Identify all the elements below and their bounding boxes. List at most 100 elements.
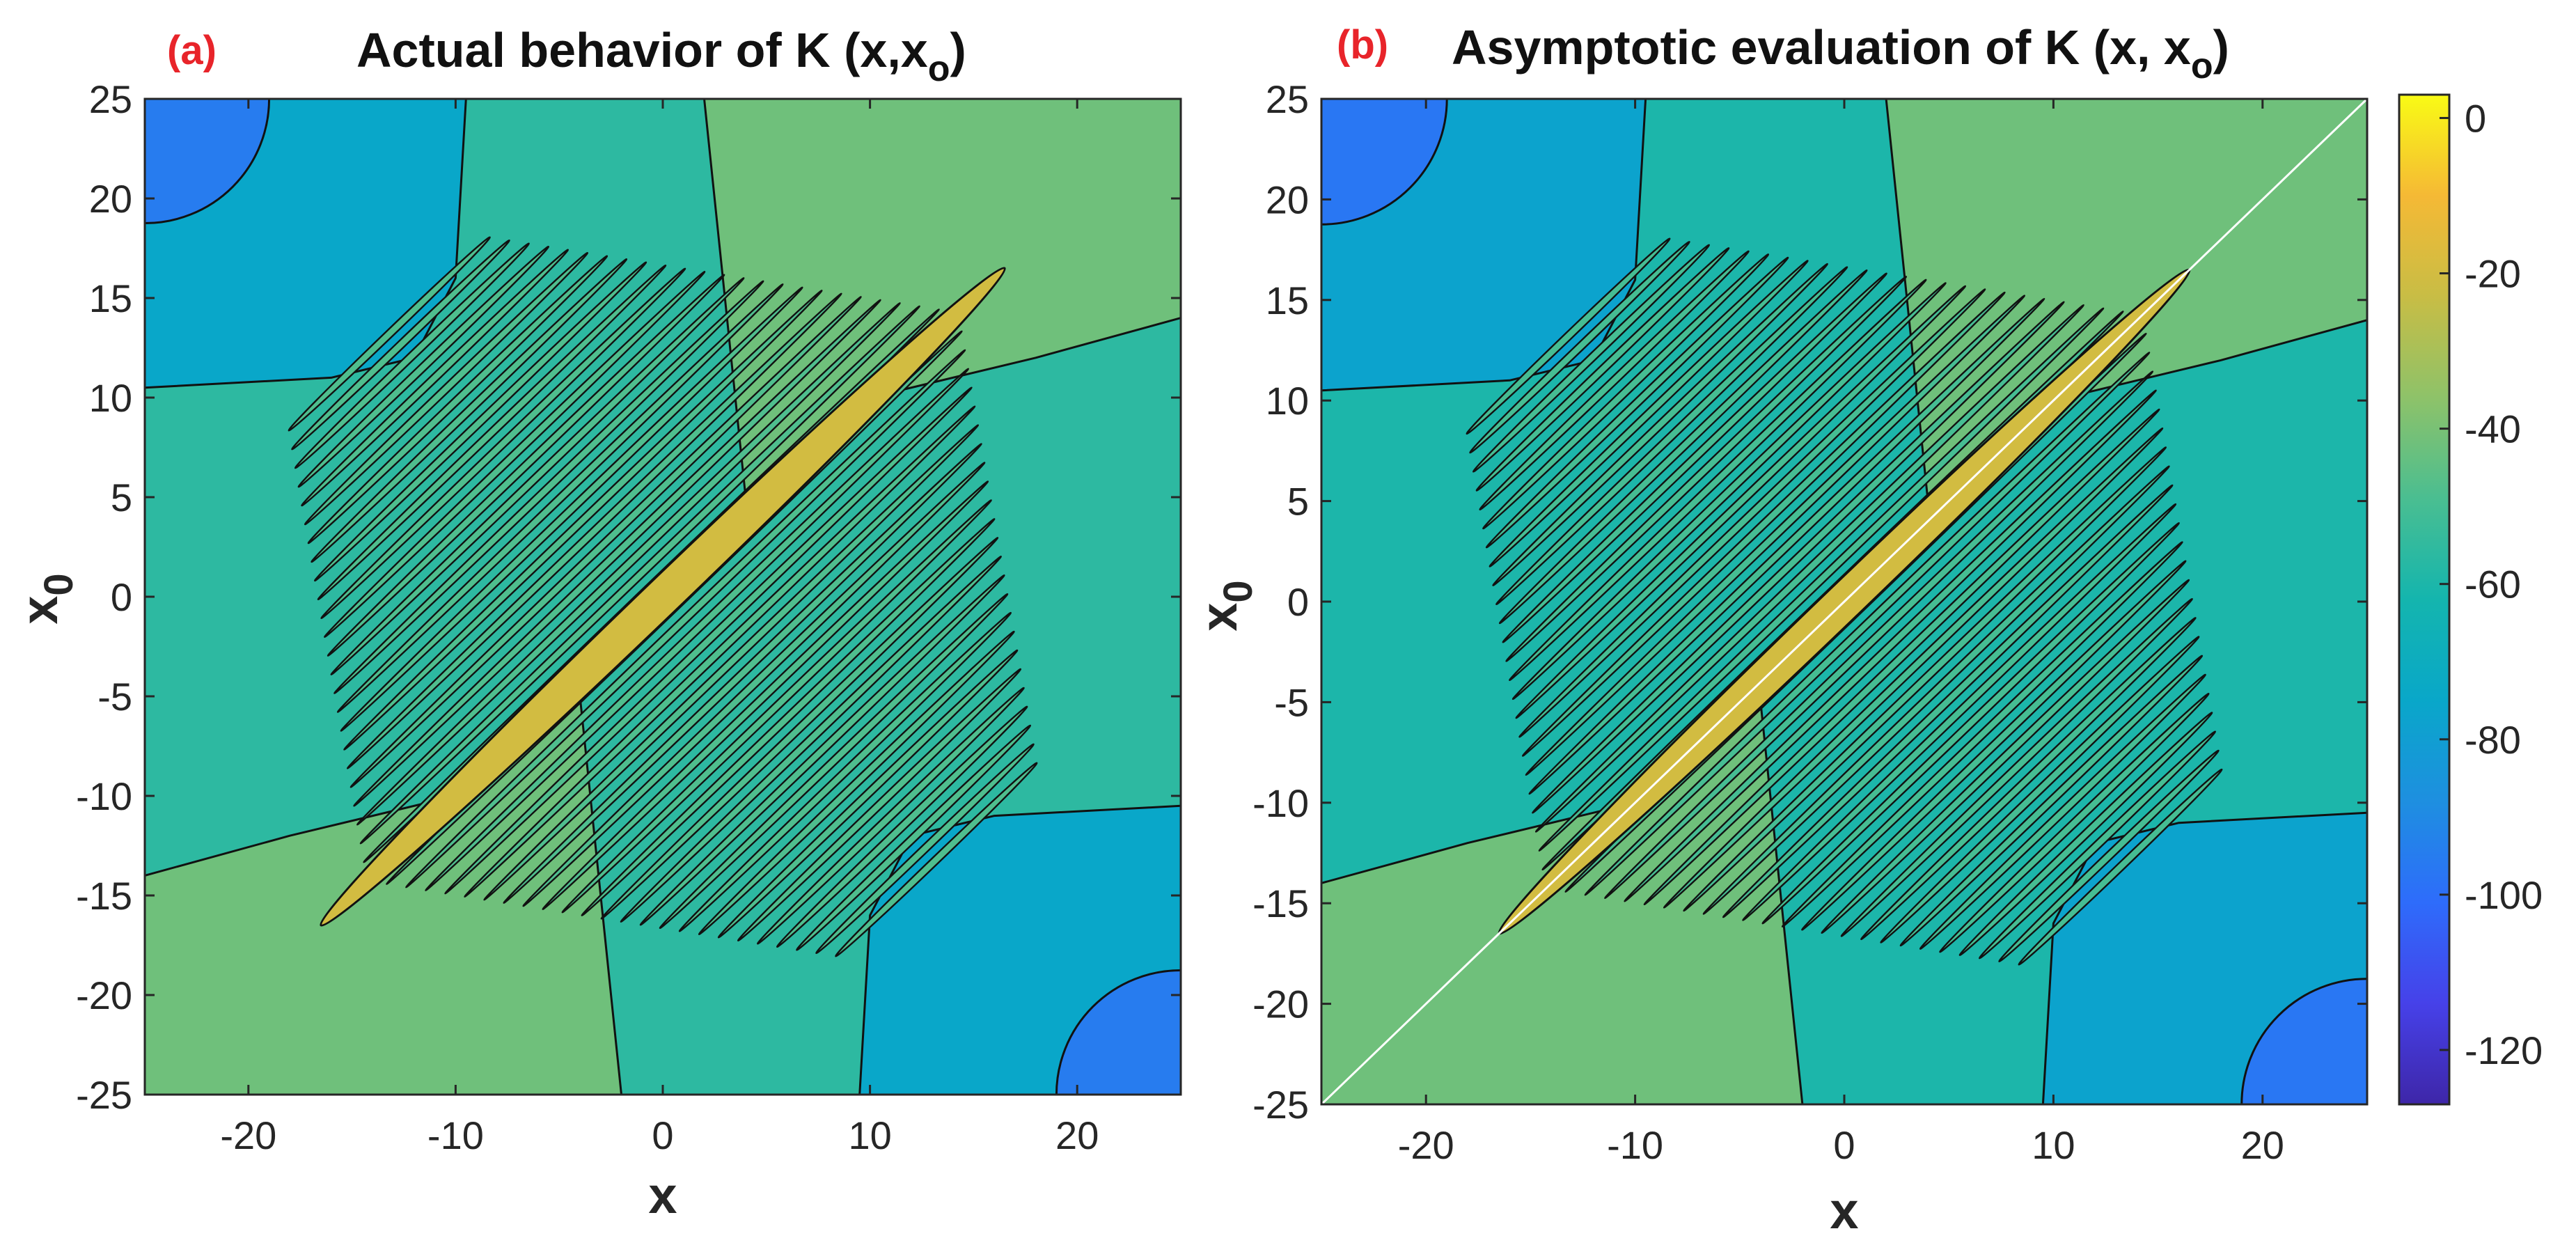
contour-fringe: [314, 261, 647, 582]
y-tick-label: 25: [1266, 77, 1309, 121]
contour-fringe: [405, 349, 966, 888]
contour-fringe: [444, 386, 973, 895]
contour-fringe: [561, 499, 992, 914]
contour-fringe: [324, 271, 706, 638]
contour-fringe: [1958, 712, 2213, 956]
contour-fringe: [356, 302, 901, 826]
contour-fringe: [698, 630, 1015, 936]
contour-fringe: [737, 668, 1022, 942]
x-tick-label: 0: [652, 1113, 673, 1157]
panel-a-title: Actual behavior of K (x,xo): [356, 23, 966, 89]
panel-a-title-sub: o: [928, 49, 950, 89]
contour-ridge: [320, 267, 1006, 927]
panel-b-plot-area: [1321, 99, 2367, 1104]
x-tick-label: 20: [1055, 1113, 1099, 1157]
contour-fringe: [1978, 730, 2217, 960]
panel-b-ylabel-sub: 0: [1216, 580, 1261, 602]
y-tick-label: -20: [76, 973, 132, 1017]
contour-fringe: [1624, 389, 2157, 902]
contour-fringe: [1466, 237, 1671, 435]
contour-fringe: [317, 264, 667, 601]
contour-fringe: [1998, 749, 2220, 962]
y-tick-label: 0: [111, 575, 132, 619]
colorbar-tick-label: -60: [2465, 563, 2521, 606]
panel-b-ylabel-main: x: [1190, 603, 1248, 632]
colorbar-tick-label: -20: [2465, 252, 2521, 296]
y-tick-label: 20: [1266, 178, 1309, 221]
panel-b-title-sub: o: [2191, 46, 2213, 86]
contour-fringe: [1604, 370, 2154, 900]
y-tick-label: -10: [76, 774, 132, 818]
contour-fringe: [1525, 295, 2026, 776]
x-tick-label: -20: [220, 1113, 276, 1157]
contour-fringe: [291, 239, 510, 451]
contour-fringe: [522, 462, 986, 907]
x-tick-label: -20: [1398, 1123, 1454, 1167]
contour-fringe: [1538, 307, 2105, 852]
contour-fringe: [1643, 408, 2160, 906]
contour-fringe: [1469, 241, 1690, 454]
contour-fringe: [336, 283, 784, 713]
contour-fringe: [1683, 446, 2167, 912]
contour-fringe: [307, 255, 608, 545]
contour-fringe: [350, 296, 862, 788]
colorbar-tick-label: -80: [2465, 718, 2521, 762]
contour-fringe: [333, 280, 764, 694]
contour-fringe: [1485, 256, 1789, 549]
contour-fringe: [757, 687, 1025, 945]
contour-fringe: [425, 368, 970, 891]
y-tick-label: -25: [76, 1073, 132, 1117]
contour-fringe: [620, 556, 1002, 923]
y-tick-label: -10: [1252, 781, 1309, 825]
contour-fringe: [327, 274, 725, 657]
contour-fringe: [288, 236, 491, 432]
panel-b-ticks: -20 -10 0 10 20 25 20 15 10 5 0 -5 -10 -15 -20 -25: [1252, 77, 2367, 1167]
contour-fringe: [1801, 560, 2187, 931]
panel-a-ticks: -20 -10 0 10 20 25 20 15 10 5 0 -5 -10 -15 -20 -25: [76, 77, 1181, 1157]
contour-fringe: [796, 724, 1032, 951]
contour-fringe: [1475, 247, 1730, 492]
x-tick-label: 0: [1833, 1123, 1855, 1167]
contour-fringe: [1495, 266, 1848, 606]
contour-fringe: [678, 611, 1012, 932]
contour-fringe: [1509, 279, 1927, 682]
contour-fringe: [542, 480, 989, 910]
y-tick-label: 25: [89, 77, 132, 121]
contour-fringe: [1518, 288, 1986, 738]
panel-b-title-close: ): [2213, 20, 2229, 75]
x-tick-label: 10: [2032, 1123, 2075, 1167]
contour-fringe: [1534, 304, 2084, 833]
panel-a-title-main: Actual behavior of K (x,x: [356, 23, 928, 77]
contour-fringe: [1702, 465, 2170, 915]
contour-fringe: [1761, 522, 2180, 925]
contour-fringe: [1511, 282, 1947, 700]
contour-fringe: [717, 649, 1019, 939]
contour-fringe: [301, 249, 569, 507]
colorbar-gradient: [2398, 93, 2451, 1106]
contour-fringe: [1663, 427, 2164, 909]
colorbar-tick-label: -40: [2465, 407, 2521, 451]
contour-fringe: [659, 593, 1009, 930]
contour-fringe: [1584, 352, 2151, 896]
contour-corner-bottom-right-deep: [2240, 978, 2367, 1104]
contour-fringe: [1492, 263, 1828, 586]
y-tick-label: 15: [1266, 279, 1309, 322]
contour-fringe: [1498, 269, 1868, 625]
contour-fringe: [2018, 768, 2223, 966]
panel-a-ylabel: x0: [10, 573, 81, 624]
contour-fringe: [1840, 597, 2193, 937]
contour-fringe: [1479, 250, 1750, 511]
contour-fringe: [1489, 260, 1809, 567]
contour-fringe: [1515, 285, 1967, 719]
y-tick-label: 0: [1287, 580, 1309, 624]
contour-corner-top-left-deep: [145, 99, 271, 225]
contour-fringe: [483, 424, 980, 901]
contour-fringe: [776, 705, 1028, 948]
y-tick-label: -15: [76, 874, 132, 918]
y-tick-label: -15: [1252, 882, 1309, 925]
contour-fringe: [600, 537, 999, 920]
contour-fringe: [330, 277, 745, 675]
contour-fringe: [1781, 541, 2183, 927]
contour-fringe: [464, 405, 976, 898]
contour-fringe: [311, 258, 628, 563]
